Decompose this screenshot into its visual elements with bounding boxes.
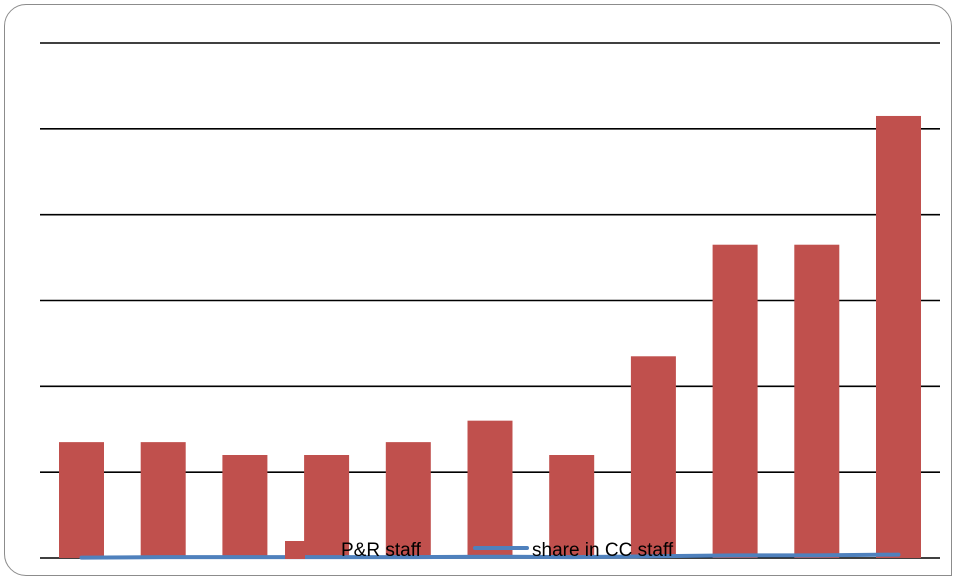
legend-swatch-pr-staff [285,541,305,559]
legend-label-share-in-cc-staff: share in CC staff [532,540,674,561]
bar-10 [794,244,840,559]
share-line-path [79,552,901,560]
legend: P&R staff share in CC staff [285,540,674,561]
bar-3 [222,455,268,558]
bar-7 [549,455,595,558]
bar-4 [304,455,350,558]
line-series-share-in-cc-staff [79,552,901,560]
bar-8 [630,356,676,558]
bar-9 [712,244,758,559]
bar-6 [467,420,513,558]
bar-2 [140,442,186,558]
bar-11 [876,115,921,558]
bar-1 [59,442,104,558]
legend-label-pr-staff: P&R staff [341,540,422,561]
bar-5 [385,442,431,558]
bar-series-pr-staff [59,115,921,559]
